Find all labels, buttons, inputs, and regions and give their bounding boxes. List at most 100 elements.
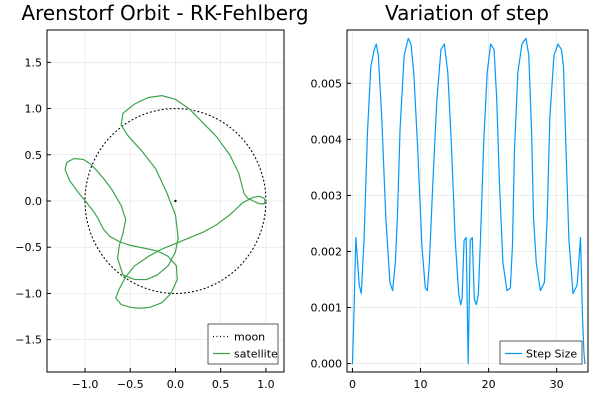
orbit-legend-label-0: moon [234, 331, 265, 344]
orbit-point-1-63 [128, 136, 129, 137]
orbit-point-1-33 [102, 228, 103, 229]
orbit-point-1-36 [86, 202, 87, 203]
orbit-point-1-47 [121, 205, 122, 206]
step-xtick-label-2: 20 [482, 378, 496, 391]
step-point-0-14 [392, 290, 393, 291]
step-point-0-31 [447, 71, 448, 72]
step-series-step-size-line [351, 37, 586, 365]
step-point-0-10 [378, 55, 379, 56]
step-point-0-53 [506, 290, 507, 291]
orbit-point-1-66 [134, 103, 135, 104]
orbit-ytick-label-3: 0.0 [25, 195, 43, 208]
step-point-0-5 [363, 240, 364, 241]
orbit-point-1-43 [90, 163, 91, 164]
orbit-point-1-8 [229, 214, 230, 215]
step-point-0-20 [410, 43, 411, 44]
orbit-point-1-78 [253, 200, 254, 201]
step-xtick-label-1: 10 [414, 378, 428, 391]
orbit-point-1-7 [238, 206, 239, 207]
step-point-0-46 [483, 139, 484, 140]
orbit-point-1-18 [115, 297, 116, 298]
step-point-0-54 [510, 287, 511, 288]
step-ytick-label-4: 0.004 [311, 133, 343, 146]
orbit-point-1-77 [247, 198, 248, 199]
orbit-point-1-19 [121, 304, 122, 305]
orbit-point-1-10 [202, 232, 203, 233]
orbit-grid [47, 30, 284, 372]
step-point-0-24 [425, 287, 426, 288]
orbit-point-1-20 [130, 307, 131, 308]
step-point-0-63 [536, 262, 537, 263]
step-point-0-34 [458, 293, 459, 294]
step-point-0-48 [490, 43, 491, 44]
orbit-point-1-2 [259, 196, 260, 197]
orbit-point-1-46 [112, 189, 113, 190]
orbit-point-1-80 [264, 203, 265, 204]
step-ytick-label-3: 0.003 [311, 189, 343, 202]
step-point-0-68 [553, 55, 554, 56]
orbit-point-1-25 [177, 279, 178, 280]
step-point-0-38 [466, 237, 467, 238]
step-ytick-label-0: 0.000 [311, 358, 343, 371]
orbit-point-1-30 [130, 245, 131, 246]
step-point-0-74 [572, 293, 573, 294]
orbit-point-1-59 [175, 214, 176, 215]
orbit-point-1-42 [83, 159, 84, 160]
orbit-point-1-28 [157, 250, 158, 251]
orbit-point-1-32 [109, 236, 110, 237]
step-point-0-61 [531, 128, 532, 129]
orbit-point-1-15 [134, 265, 135, 266]
step-legend-label-0: Step Size [526, 348, 577, 361]
step-point-0-30 [444, 43, 445, 44]
orbit-point-1-4 [247, 199, 248, 200]
step-point-0-65 [544, 282, 545, 283]
orbit-legend: moon satellite [207, 323, 279, 365]
step-point-0-69 [557, 43, 558, 44]
step-point-0-79 [584, 363, 585, 364]
step-point-0-52 [502, 262, 503, 263]
step-point-0-72 [565, 133, 566, 134]
orbit-point-1-51 [117, 258, 118, 259]
orbit-point-1-71 [202, 122, 203, 123]
step-xtick-label-3: 30 [550, 378, 564, 391]
orbit-legend-label-1: satellite [234, 348, 278, 361]
orbit-point-1-72 [216, 136, 217, 137]
step-ytick-label-1: 0.001 [311, 302, 343, 315]
step-point-0-9 [376, 43, 377, 44]
step-point-0-58 [521, 43, 522, 44]
step-point-0-3 [359, 285, 360, 286]
step-legend-box [499, 340, 583, 365]
orbit-point-1-6 [242, 202, 243, 203]
step-point-0-2 [355, 237, 356, 238]
step-point-0-77 [582, 318, 583, 319]
orbit-point-1-56 [168, 265, 169, 266]
orbit-point-1-31 [119, 241, 120, 242]
step-title: Variation of step [385, 1, 549, 25]
step-point-0-76 [580, 237, 581, 238]
orbit-title: Arenstorf Orbit - RK-Fehlberg [21, 1, 308, 25]
orbit-point-1-13 [161, 248, 162, 249]
orbit-point-1-5 [244, 201, 245, 202]
step-point-0-13 [389, 282, 390, 283]
orbit-point-1-79 [259, 203, 260, 204]
step-xtick-label-0: 0 [349, 378, 356, 391]
orbit-point-1-55 [157, 274, 158, 275]
orbit-point-1-26 [176, 265, 177, 266]
step-ticks: 0 10 20 30 0.000 0.001 0.002 0.003 0.004 0.005 [311, 77, 564, 391]
orbit-point-1-39 [64, 169, 65, 170]
orbit-series [64, 95, 267, 309]
orbit-point-1-64 [121, 125, 122, 126]
step-legend: Step Size [499, 340, 583, 365]
orbit-point-1-12 [175, 243, 176, 244]
orbit-xtick-label-4: 1.0 [257, 378, 275, 391]
step-point-0-67 [549, 116, 550, 117]
orbit-point-1-49 [122, 233, 123, 234]
step-point-0-17 [400, 128, 401, 129]
step-point-0-22 [417, 150, 418, 151]
orbit-point-1-3 [253, 197, 254, 198]
step-ytick-label-5: 0.005 [311, 77, 343, 90]
orbit-point-1-14 [148, 256, 149, 257]
step-point-0-75 [577, 285, 578, 286]
orbit-point-1-24 [170, 293, 171, 294]
